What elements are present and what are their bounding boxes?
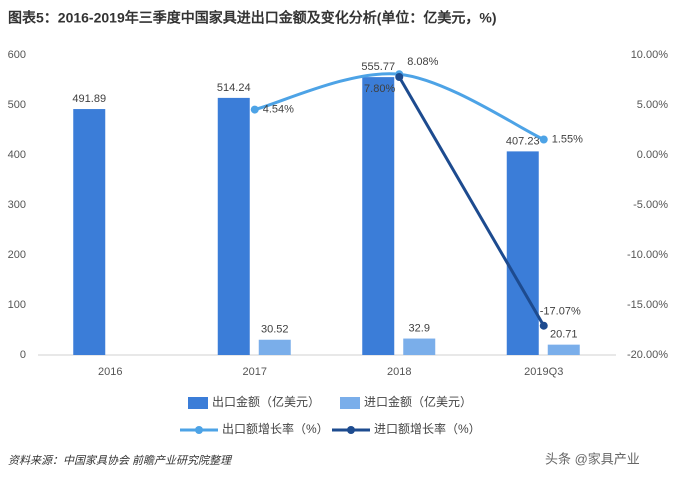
y2-tick-label: 10.00% <box>631 49 669 61</box>
line <box>254 72 545 141</box>
bar-value-label: 407.23 <box>506 135 540 147</box>
line-point <box>250 105 259 114</box>
line-point <box>395 73 404 81</box>
source: 资料来源：中国家具协会 前瞻产业研究院整理 <box>8 454 233 467</box>
y2-tick-label: -10.00% <box>627 249 668 261</box>
bar <box>506 151 539 355</box>
line-value-label: 8.08% <box>407 56 438 68</box>
line-value-label: 7.80% <box>364 83 395 95</box>
bar-value-label: 555.77 <box>361 61 395 73</box>
y2-tick-label: 0.00% <box>637 149 668 161</box>
legend-label: 出口额增长率（%） <box>222 421 329 436</box>
line-value-label: 1.55% <box>552 133 583 145</box>
x-tick-label: 2019Q3 <box>524 366 563 378</box>
line-point <box>539 321 548 330</box>
line-value-label: -17.07% <box>540 306 581 318</box>
bar <box>362 77 395 356</box>
line <box>397 76 546 327</box>
y-tick-label: 0 <box>20 349 26 361</box>
legend-label: 出口金额（亿美元） <box>212 394 320 409</box>
y-tick-label: 300 <box>8 199 26 211</box>
legend-swatch <box>188 397 208 409</box>
y-tick-label: 500 <box>8 99 26 111</box>
bar <box>73 109 106 356</box>
legend-swatch <box>195 426 203 434</box>
y2-tick-label: -5.00% <box>633 199 668 211</box>
bar <box>547 344 580 355</box>
bar-value-label: 514.24 <box>217 82 251 94</box>
y-tick-label: 600 <box>8 49 26 61</box>
y2-tick-label: -15.00% <box>627 299 668 311</box>
x-tick-label: 2018 <box>387 366 411 378</box>
y2-tick-label: -20.00% <box>627 349 668 361</box>
watermark: 头条 @家具产业 <box>545 451 640 466</box>
bar <box>403 338 436 355</box>
bar-value-label: 491.89 <box>72 93 106 105</box>
legend-label: 进口额增长率（%） <box>374 421 481 436</box>
bar-value-label: 20.71 <box>550 329 578 341</box>
legend-swatch <box>340 397 360 409</box>
line-value-label: 4.54% <box>263 104 294 116</box>
bar <box>258 339 291 355</box>
y-tick-label: 400 <box>8 149 26 161</box>
x-tick-label: 2017 <box>243 366 267 378</box>
line-point <box>539 135 548 144</box>
bar <box>217 97 250 355</box>
legend-label: 进口金额（亿美元） <box>364 394 472 409</box>
chart-title: 图表5：2016-2019年三季度中国家具进出口金额及变化分析(单位：亿美元，%… <box>8 10 497 26</box>
bar-value-label: 30.52 <box>261 324 289 336</box>
x-tick-label: 2016 <box>98 366 122 378</box>
y-tick-label: 200 <box>8 249 26 261</box>
y-tick-label: 100 <box>8 299 26 311</box>
y2-tick-label: 5.00% <box>637 99 668 111</box>
legend-swatch <box>347 426 355 434</box>
bar-value-label: 32.9 <box>409 322 430 334</box>
